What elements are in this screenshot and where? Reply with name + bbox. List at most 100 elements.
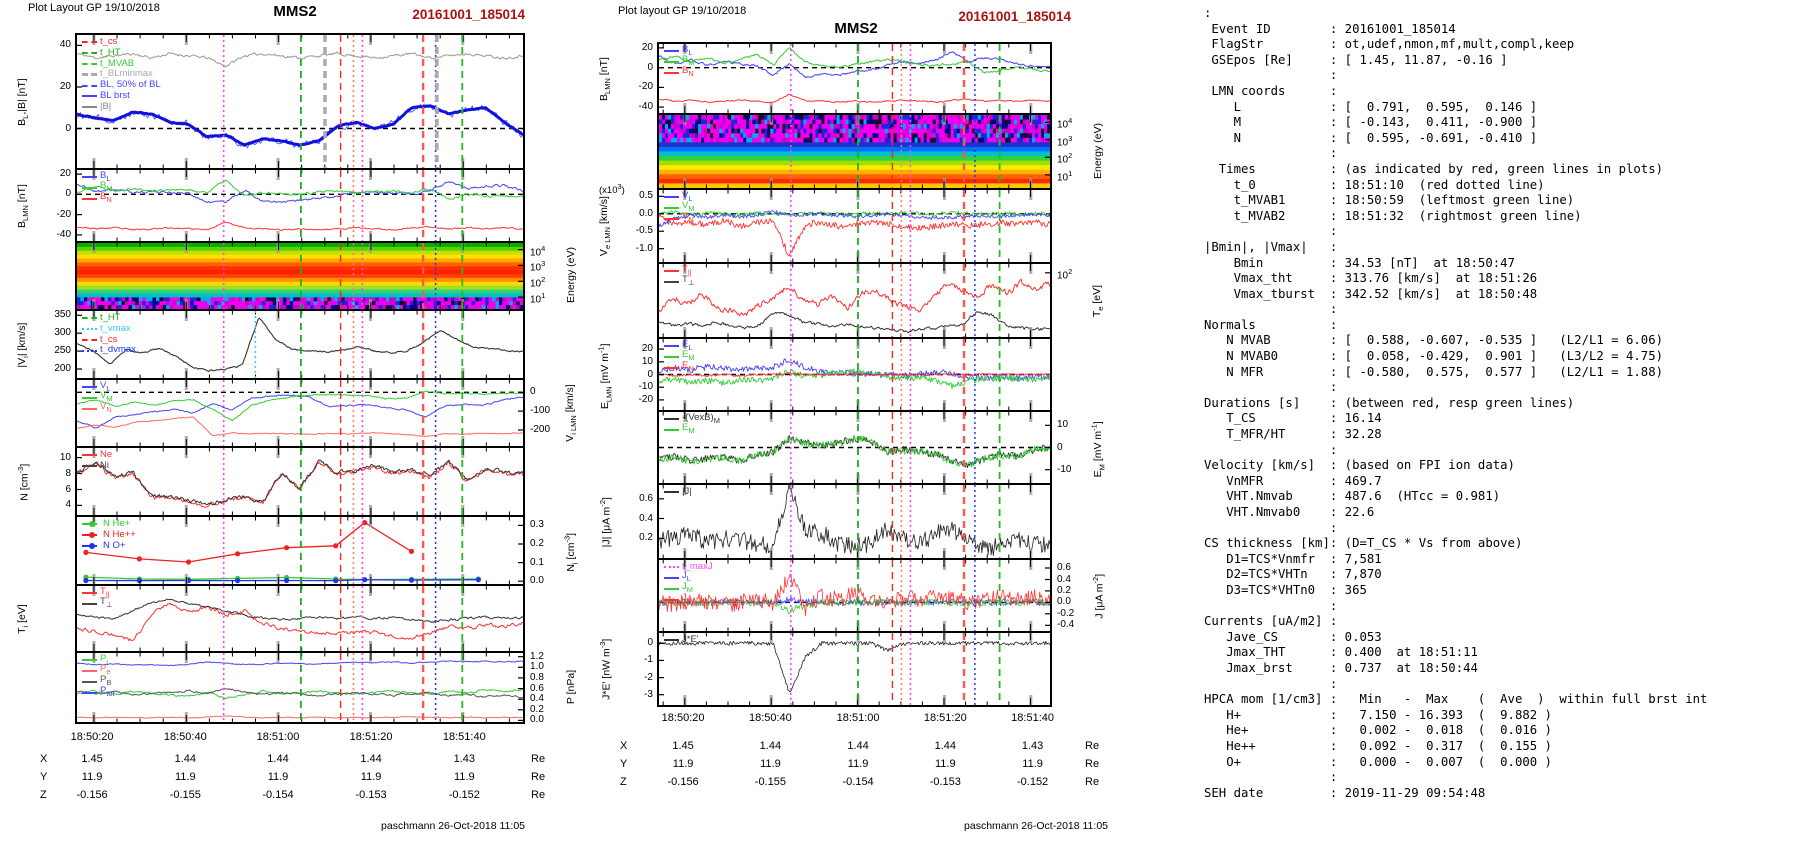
panel-b-lmn: BL BM BN bbox=[75, 168, 525, 243]
legend-label: t_cs bbox=[100, 36, 118, 47]
y-axis-label: BLMN [nT] bbox=[597, 56, 613, 101]
y-tick-label: 0.0 bbox=[530, 714, 544, 726]
y-tick-label: 0 bbox=[647, 61, 653, 73]
panel-ni-minor: N He+ N He++ N O+ bbox=[75, 515, 525, 586]
coord-unit: Re bbox=[1085, 758, 1100, 770]
legend-entry: t_BLminmax bbox=[82, 69, 161, 80]
legend-marker bbox=[89, 532, 95, 539]
y-axis-label: N [cm-3] bbox=[15, 463, 31, 501]
coord-row-label: Z bbox=[40, 789, 47, 801]
legend-line-sample bbox=[664, 345, 679, 348]
info-line: : bbox=[1204, 520, 1338, 535]
legend-entry: T|| bbox=[664, 264, 694, 277]
y-tick-label: 0.8 bbox=[530, 671, 544, 683]
legend-label: EM bbox=[682, 349, 695, 363]
coord-value: 1.44 bbox=[174, 753, 196, 765]
info-line: L : [ 0.791, 0.595, 0.146 ] bbox=[1204, 99, 1538, 114]
legend-line-sample bbox=[82, 680, 97, 683]
legend-line-sample bbox=[664, 598, 679, 601]
y-axis-label-right: Vi LMN [km/s] bbox=[563, 384, 579, 442]
legend-label: BN bbox=[100, 191, 112, 205]
legend-b-lmn-m: BL BM BN bbox=[664, 43, 695, 78]
legend-line-sample bbox=[664, 281, 679, 284]
panel-e-spec bbox=[657, 113, 1052, 190]
coord-value: 11.9 bbox=[760, 758, 781, 770]
legend-line-sample bbox=[664, 50, 679, 53]
y-tick-label: 8 bbox=[65, 467, 71, 479]
legend-line-sample bbox=[664, 196, 679, 199]
chart-j-lmn bbox=[659, 560, 1050, 631]
legend-label: JL bbox=[682, 570, 691, 584]
legend-line-sample bbox=[82, 73, 97, 77]
y-tick-label: -10 bbox=[638, 381, 653, 393]
y-tick-label: 10 bbox=[1057, 419, 1069, 431]
legend-p: Pi Pe PB Ptot bbox=[82, 653, 115, 698]
info-line: Jmax_brst : 0.737 at 18:50:44 bbox=[1204, 660, 1478, 675]
chart-b-lmn bbox=[77, 170, 523, 241]
legend-line-sample bbox=[82, 386, 97, 389]
legend-line-sample bbox=[664, 71, 679, 74]
time-tick-label: 18:50:40 bbox=[748, 712, 792, 724]
coord-value: 1.44 bbox=[934, 740, 956, 752]
y-tick-label: 0 bbox=[65, 122, 71, 134]
info-line: Jave_CS : 0.053 bbox=[1204, 629, 1382, 644]
y-axis-label: Ve LMN [km/s] bbox=[597, 196, 613, 257]
coord-value: 1.44 bbox=[360, 753, 382, 765]
y-tick-label: 10 bbox=[641, 355, 653, 367]
info-line: He++ : 0.092 - 0.317 ( 0.155 ) bbox=[1204, 738, 1552, 753]
legend-ni-minor: N He+ N He++ N O+ bbox=[82, 518, 136, 551]
y-tick-label: -3 bbox=[644, 688, 653, 700]
legend-entry: t_HT bbox=[82, 312, 136, 324]
y-tick-label: 0.6 bbox=[1057, 562, 1071, 573]
legend-label: N O+ bbox=[103, 539, 126, 551]
panel-n: Ne Ni bbox=[75, 446, 525, 517]
coord-value: -0.152 bbox=[448, 789, 480, 801]
legend-line-sample bbox=[82, 317, 97, 320]
coord-unit: Re bbox=[531, 771, 546, 783]
legend-label: BL, 50% of BL bbox=[100, 79, 161, 91]
coord-value: 11.9 bbox=[1022, 758, 1043, 770]
y-tick-label: 0.2 bbox=[639, 532, 653, 544]
info-line: O+ : 0.000 - 0.007 ( 0.000 ) bbox=[1204, 754, 1552, 769]
panel-ti: T|| T⊥ bbox=[75, 584, 525, 653]
y-tick-label: -2 bbox=[644, 671, 653, 683]
legend-label: -(VexB)M bbox=[682, 411, 720, 425]
legend-line-sample bbox=[82, 454, 97, 457]
coord-unit: Re bbox=[531, 789, 546, 801]
legend-line-sample bbox=[664, 587, 679, 590]
y-tick-label: -10 bbox=[1057, 463, 1072, 475]
legend-marker bbox=[89, 542, 95, 549]
legend-label: t_MVAB bbox=[100, 57, 135, 69]
legend-line-sample bbox=[664, 270, 679, 273]
legend-line-sample bbox=[664, 356, 679, 359]
legend-label: Ptot bbox=[100, 684, 115, 698]
info-line: Velocity [km/s] : (based on FPI ion data… bbox=[1204, 458, 1515, 473]
info-line: LMN coords : bbox=[1204, 83, 1338, 98]
legend-label: BL bbox=[682, 43, 693, 57]
y-tick-label: -200 bbox=[530, 424, 551, 435]
legend-line-sample bbox=[664, 418, 679, 421]
legend-label: Ni bbox=[100, 459, 109, 471]
coord-value: 1.45 bbox=[672, 740, 694, 752]
legend-label: BL bbox=[100, 169, 111, 183]
legend-label: PB bbox=[100, 674, 112, 688]
chart-em bbox=[659, 412, 1050, 483]
legend-line-sample bbox=[82, 659, 97, 662]
legend-entry: t_maxJ bbox=[664, 561, 713, 573]
info-line: Event ID : 20161001_185014 bbox=[1204, 21, 1456, 36]
y-tick-label: -40 bbox=[56, 228, 71, 240]
info-line: VnMFR : 469.7 bbox=[1204, 473, 1382, 488]
info-line: N MVAB0 : [ 0.058, -0.429, 0.901 ] (L3/L… bbox=[1204, 349, 1664, 364]
y-tick-label: 0.6 bbox=[530, 682, 544, 694]
legend-vi: t_HT t_vmax t_cs t_dvmax bbox=[82, 312, 136, 356]
y-tick-label: 0.6 bbox=[639, 492, 653, 504]
y-tick-label: 0 bbox=[647, 637, 653, 649]
info-line: D3=TCS*VHTn0 : 365 bbox=[1204, 582, 1367, 597]
chart-te bbox=[659, 264, 1050, 337]
legend-line-sample bbox=[82, 349, 97, 352]
y-tick-label: 300 bbox=[54, 327, 71, 339]
coord-row-label: X bbox=[620, 740, 628, 752]
y-tick-label: -20 bbox=[638, 81, 653, 93]
legend-label: JM bbox=[682, 581, 693, 595]
